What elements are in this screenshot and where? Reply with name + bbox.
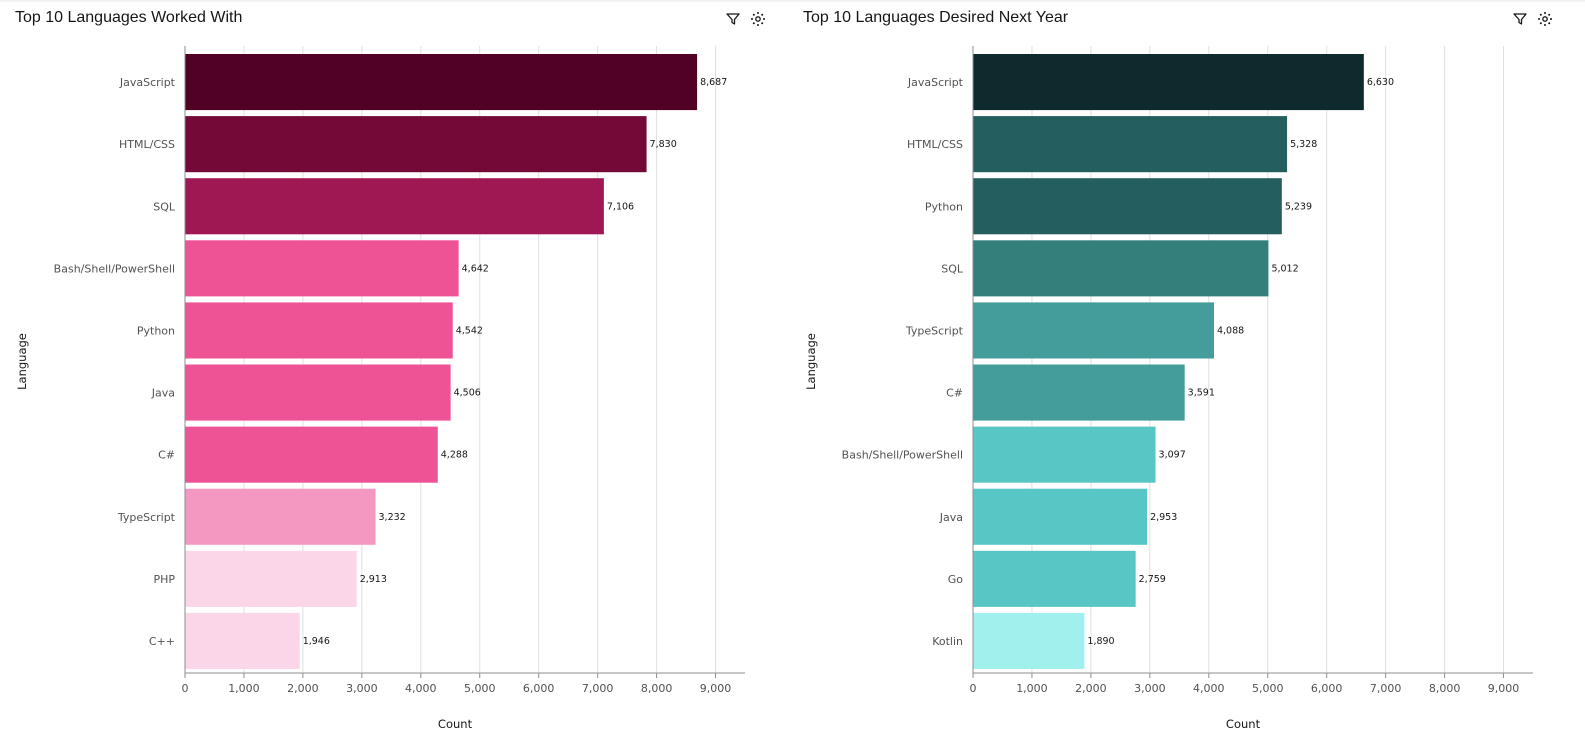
chart-title: Top 10 Languages Desired Next Year	[803, 9, 1069, 26]
category-label: SQL	[941, 262, 964, 275]
filter-icon[interactable]	[725, 11, 741, 27]
x-tick-label: 2,000	[1075, 682, 1107, 695]
data-label: 6,630	[1367, 77, 1394, 88]
bar	[973, 426, 1156, 483]
bar	[973, 550, 1136, 607]
y-axis-title: Language	[804, 333, 818, 390]
x-tick-label: 8,000	[1429, 682, 1461, 695]
bar	[973, 178, 1282, 235]
filter-icon[interactable]	[1512, 11, 1528, 27]
data-label: 5,328	[1290, 139, 1317, 150]
data-label: 1,890	[1087, 636, 1114, 647]
bar	[973, 54, 1364, 111]
chart-panel-desired-next-year: Top 10 Languages Desired Next Year JavaS…	[790, 0, 1585, 753]
data-label: 5,239	[1285, 201, 1312, 212]
bar	[185, 550, 357, 607]
data-label: 5,012	[1271, 263, 1298, 274]
x-tick-label: 5,000	[1252, 682, 1284, 695]
category-label: Bash/Shell/PowerShell	[54, 262, 175, 275]
category-label: C++	[149, 635, 175, 648]
category-label: Java	[939, 511, 963, 524]
data-label: 4,642	[462, 263, 489, 274]
x-tick-label: 4,000	[1193, 682, 1225, 695]
category-label: C#	[158, 449, 175, 462]
data-label: 7,106	[607, 201, 634, 212]
bar	[185, 178, 604, 235]
x-tick-label: 1,000	[1016, 682, 1048, 695]
bar-chart-worked-with: JavaScript 8,687 HTML/CSS 7,830 SQL 7,106 Bash…	[15, 46, 745, 731]
category-label: Go	[948, 573, 964, 586]
x-tick-label: 4,000	[405, 682, 437, 695]
x-tick-label: 2,000	[287, 682, 319, 695]
settings-icon[interactable]	[1537, 11, 1553, 27]
category-label: Bash/Shell/PowerShell	[842, 449, 963, 462]
category-label: Python	[137, 324, 175, 337]
bar	[185, 54, 698, 111]
x-tick-label: 9,000	[700, 682, 732, 695]
x-tick-label: 8,000	[641, 682, 673, 695]
category-label: HTML/CSS	[119, 138, 175, 151]
y-axis-title: Language	[15, 333, 29, 390]
x-tick-label: 7,000	[582, 682, 614, 695]
x-tick-label: 3,000	[346, 682, 378, 695]
x-tick-label: 5,000	[464, 682, 496, 695]
category-label: JavaScript	[907, 76, 964, 89]
x-tick-label: 9,000	[1488, 682, 1520, 695]
category-label: Python	[925, 200, 963, 213]
chart-panel-worked-with: Top 10 Languages Worked With JavaScript 8…	[0, 0, 790, 753]
bar	[973, 302, 1214, 359]
bar	[185, 364, 451, 421]
data-label: 4,288	[441, 450, 468, 461]
x-tick-label: 6,000	[1311, 682, 1343, 695]
bar	[973, 116, 1288, 173]
x-axis-title: Count	[438, 717, 473, 731]
bar	[185, 612, 300, 669]
data-label: 1,946	[303, 636, 330, 647]
category-label: PHP	[153, 573, 175, 586]
category-label: Java	[151, 387, 175, 400]
data-label: 4,088	[1217, 325, 1244, 336]
category-label: JavaScript	[119, 76, 176, 89]
chart-toolbar	[1512, 11, 1553, 27]
bar	[185, 302, 453, 359]
data-label: 7,830	[650, 139, 677, 150]
x-tick-label: 3,000	[1134, 682, 1166, 695]
data-label: 3,232	[379, 512, 406, 523]
x-tick-label: 7,000	[1370, 682, 1402, 695]
category-label: TypeScript	[117, 511, 176, 524]
bar	[973, 240, 1269, 297]
data-label: 3,591	[1188, 388, 1215, 399]
data-label: 2,953	[1150, 512, 1177, 523]
settings-icon[interactable]	[750, 11, 766, 27]
bar	[185, 488, 376, 545]
bar	[973, 488, 1148, 545]
x-tick-label: 6,000	[523, 682, 555, 695]
x-tick-label: 0	[970, 682, 977, 695]
data-label: 2,759	[1139, 574, 1166, 585]
bar	[185, 116, 647, 173]
x-axis-title: Count	[1226, 717, 1261, 731]
chart-toolbar	[725, 11, 766, 27]
bar-chart-desired-next-year: JavaScript 6,630 HTML/CSS 5,328 Python 5,239 S…	[804, 46, 1533, 731]
category-label: HTML/CSS	[907, 138, 963, 151]
x-tick-label: 0	[182, 682, 189, 695]
category-label: SQL	[153, 200, 176, 213]
chart-title: Top 10 Languages Worked With	[15, 9, 243, 26]
category-label: Kotlin	[932, 635, 963, 648]
category-label: TypeScript	[905, 324, 964, 337]
bar	[973, 364, 1185, 421]
category-label: C#	[946, 387, 963, 400]
data-label: 3,097	[1159, 450, 1186, 461]
x-tick-label: 1,000	[228, 682, 260, 695]
data-label: 4,542	[456, 325, 483, 336]
bar	[185, 426, 438, 483]
data-label: 2,913	[360, 574, 387, 585]
data-label: 8,687	[700, 77, 727, 88]
top-divider	[0, 0, 1585, 2]
data-label: 4,506	[454, 388, 481, 399]
bar	[973, 612, 1085, 669]
bar	[185, 240, 459, 297]
